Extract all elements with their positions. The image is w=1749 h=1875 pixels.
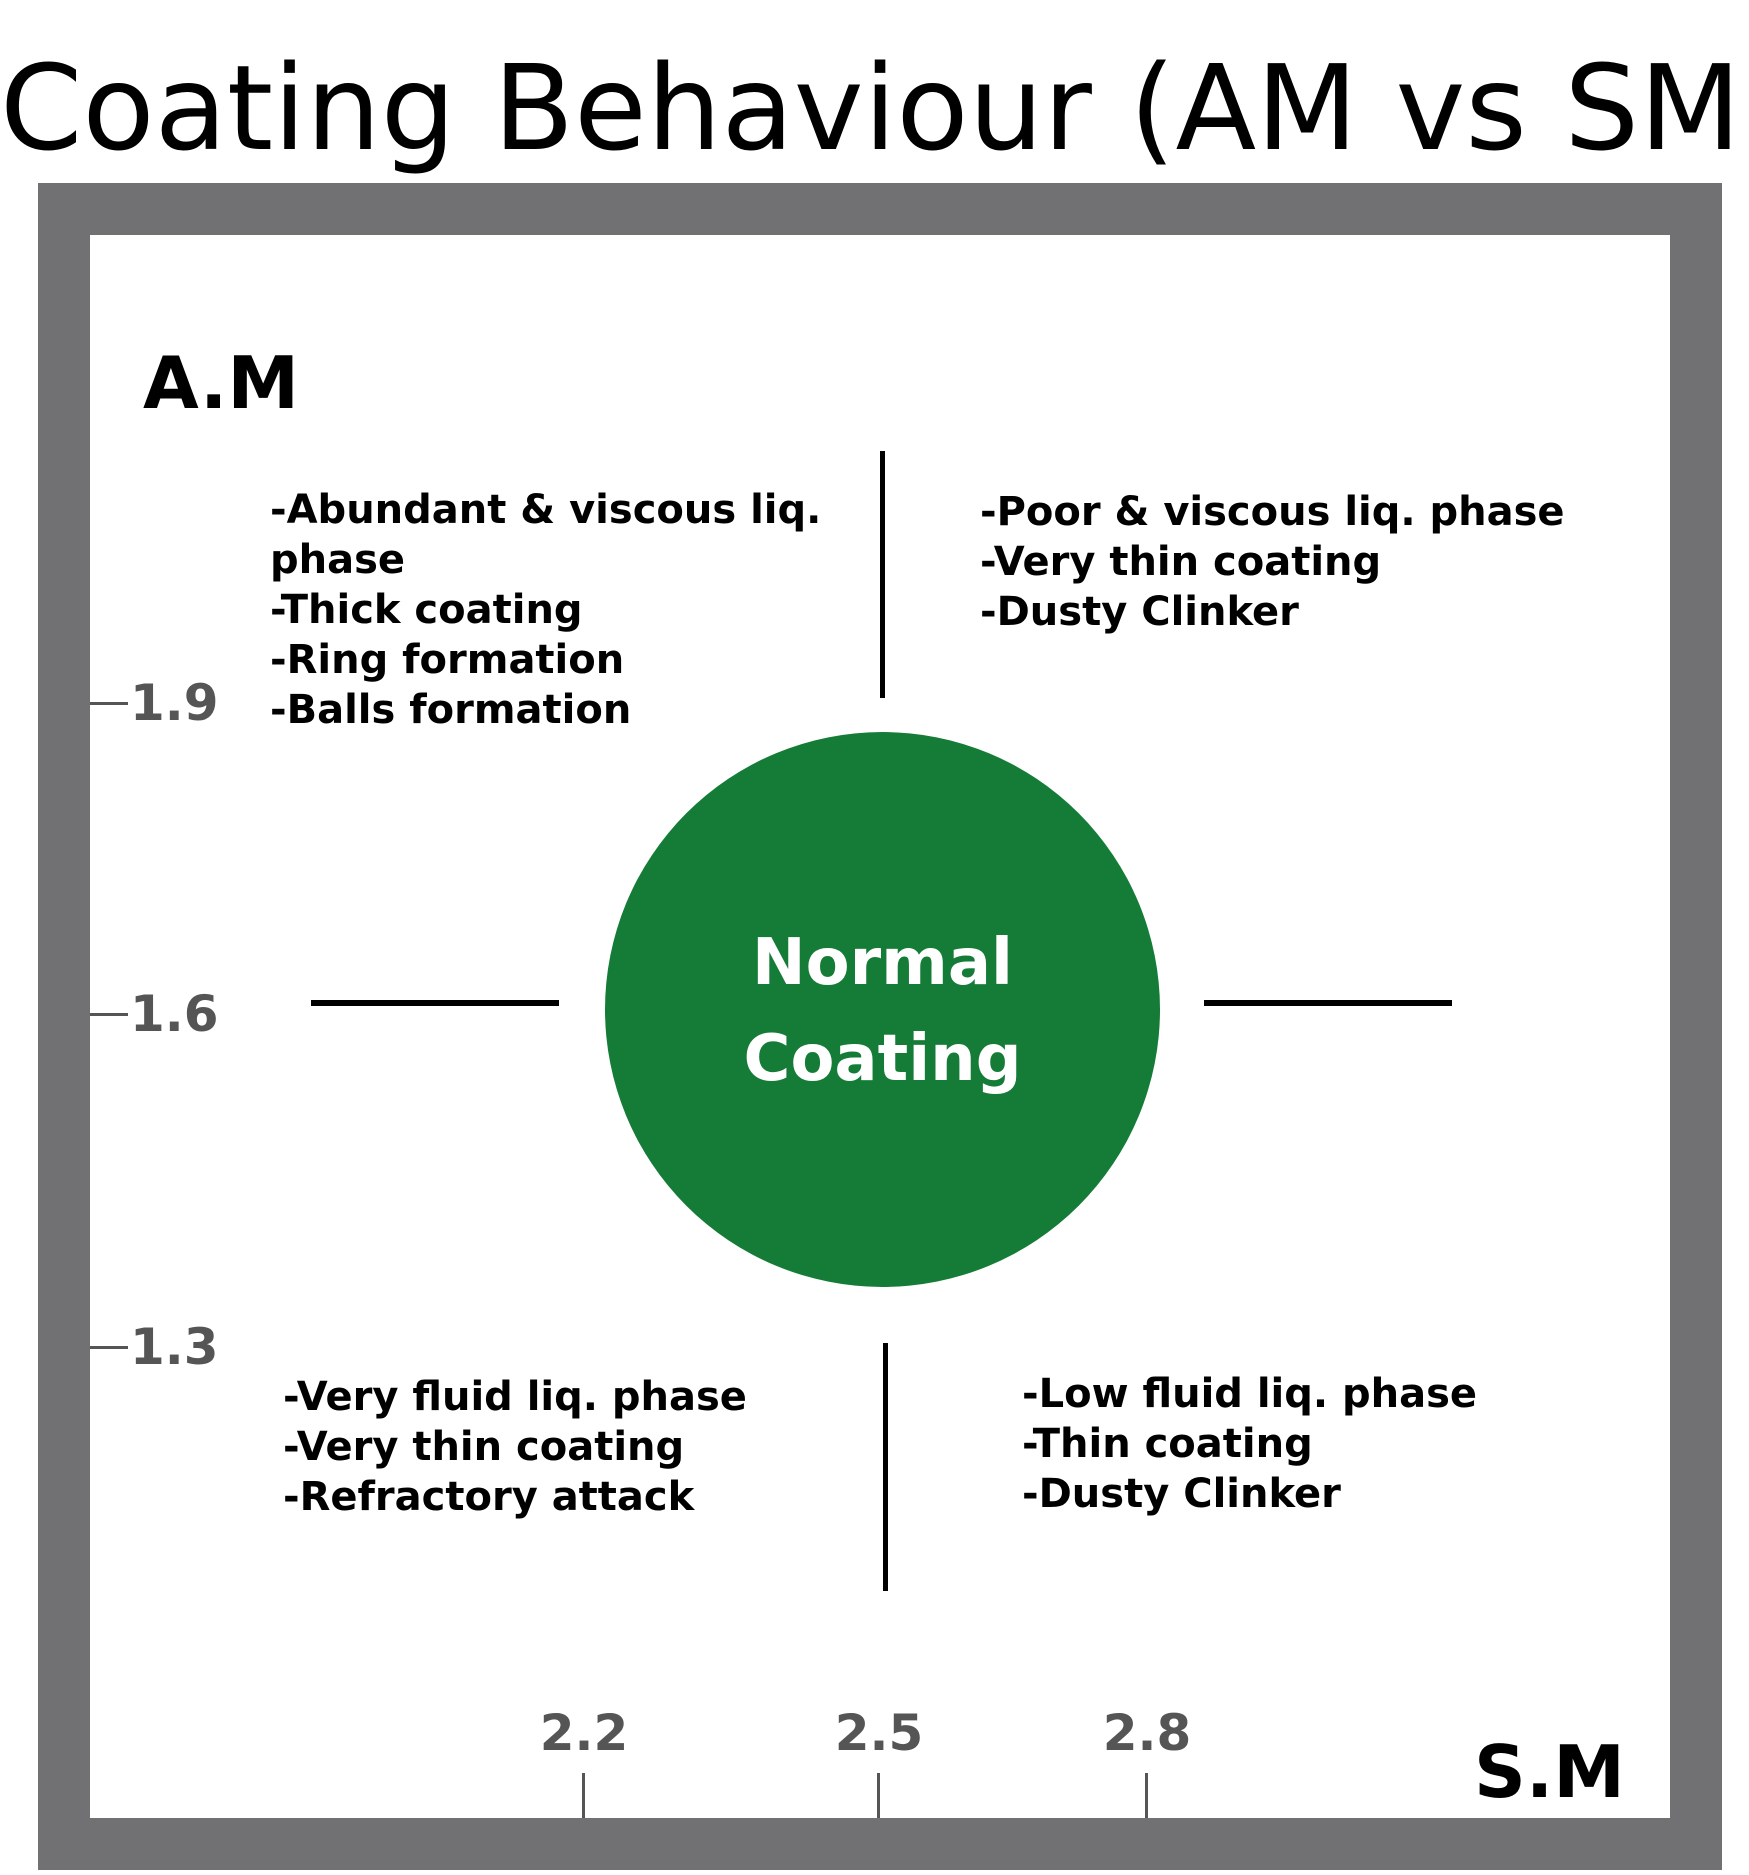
quadrant-bottom-right: -Low fluid liq. phase -Thin coating -Dus… [1022,1369,1582,1519]
y-tick-mark [90,1013,128,1016]
x-tick-label: 2.8 [1102,1704,1192,1762]
quadrant-item: -Refractory attack [283,1474,695,1520]
x-tick-mark [877,1773,880,1818]
x-tick-mark [1145,1773,1148,1818]
quadrant-item: -Thick coating [270,587,583,633]
plot-area: A.M S.M 1.9 1.6 1.3 2.2 2.5 2.8 [90,235,1670,1818]
quadrant-item: -Very fluid liq. phase [283,1374,747,1420]
normal-coating-label: Normal Coating [605,915,1160,1107]
quadrant-item: -Abundant & viscous liq. phase [270,487,822,583]
x-tick-label: 2.2 [539,1704,629,1762]
quadrant-top-right: -Poor & viscous liq. phase -Very thin co… [980,487,1620,637]
quadrant-bottom-left: -Very fluid liq. phase -Very thin coatin… [283,1372,843,1522]
diagram-frame: A.M S.M 1.9 1.6 1.3 2.2 2.5 2.8 [38,183,1722,1870]
y-axis-name: A.M [143,341,300,425]
quadrant-item: -Very thin coating [980,539,1382,585]
x-tick: 2.8 [1087,1703,1207,1818]
normal-coating-label-line1: Normal [752,926,1013,1000]
divider-top [880,451,885,698]
quadrant-item: -Poor & viscous liq. phase [980,489,1565,535]
x-tick: 2.5 [819,1703,939,1818]
quadrant-item: -Low fluid liq. phase [1022,1371,1478,1417]
quadrant-top-left: -Abundant & viscous liq. phase -Thick co… [270,485,830,735]
normal-coating-circle [605,732,1160,1287]
divider-bottom [883,1343,888,1591]
quadrant-item: -Balls formation [270,687,632,733]
normal-coating-label-line2: Coating [743,1022,1022,1096]
quadrant-item: -Dusty Clinker [1022,1471,1341,1517]
divider-left [311,1000,559,1006]
x-tick-label: 2.5 [834,1704,924,1762]
y-tick: 1.3 [90,1317,260,1377]
x-tick-mark [582,1773,585,1818]
y-tick-label: 1.3 [130,1318,219,1376]
quadrant-item: -Very thin coating [283,1424,685,1470]
y-tick-mark [90,702,128,705]
x-tick: 2.2 [524,1703,644,1818]
divider-right [1204,1000,1452,1006]
quadrant-item: -Dusty Clinker [980,589,1299,635]
x-axis-name: S.M [1474,1730,1625,1814]
diagram-title: Coating Behaviour (AM vs SM) [0,39,1749,177]
y-tick: 1.9 [90,673,260,733]
quadrant-item: -Thin coating [1022,1421,1313,1467]
y-tick: 1.6 [90,984,260,1044]
y-tick-label: 1.6 [130,985,219,1043]
y-tick-label: 1.9 [130,674,219,732]
y-tick-mark [90,1346,128,1349]
quadrant-item: -Ring formation [270,637,625,683]
